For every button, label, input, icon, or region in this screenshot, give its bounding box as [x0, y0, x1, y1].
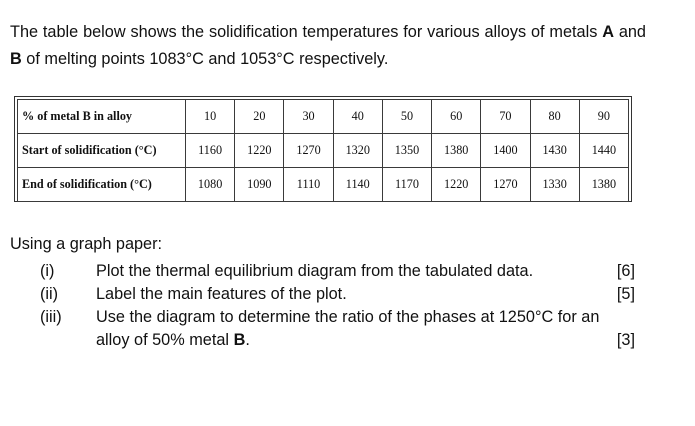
task-number: (ii)	[40, 285, 59, 303]
table-cell: 1270	[480, 167, 531, 202]
table-cell: 90	[578, 99, 630, 134]
task-marks: [5]	[616, 285, 635, 303]
table-cell: 20	[234, 99, 285, 134]
table-cell: 1330	[529, 167, 580, 202]
intro-text-2: and	[613, 23, 646, 41]
table-cell: 1090	[234, 167, 285, 202]
table-cell: 1080	[184, 167, 236, 202]
table-cell: 70	[480, 99, 531, 134]
table-cell: 1140	[332, 167, 383, 202]
row-label: % of metal B in alloy	[17, 99, 186, 134]
table-cell: 80	[529, 99, 580, 134]
table-cell: 1440	[578, 133, 630, 168]
task-text: Use the diagram to determine the ratio o…	[96, 308, 600, 326]
table-cell: 1270	[283, 133, 334, 168]
task-text-cont: alloy of 50% metal	[96, 331, 234, 349]
table-cell: 1400	[480, 133, 531, 168]
task-intro: Using a graph paper:	[10, 235, 163, 253]
task-number: (i)	[40, 262, 55, 280]
intro-paragraph: The table below shows the solidification…	[10, 19, 646, 73]
table-cell: 60	[431, 99, 482, 134]
table-row: % of metal B in alloy 10 20 30 40 50 60 70 80 90	[17, 99, 630, 134]
task-text-continuation: alloy of 50% metal B.	[96, 329, 250, 352]
task-text: Label the main features of the plot.	[96, 285, 347, 303]
intro-text-1: The table below shows the solidification…	[10, 23, 603, 41]
table-cell: 1380	[431, 133, 482, 168]
table-cell: 1380	[578, 167, 630, 202]
intro-text-3: of melting points 1083°C and 1053°C resp…	[21, 50, 389, 68]
row-label: Start of solidification (°C)	[17, 133, 186, 168]
table-cell: 1220	[234, 133, 285, 168]
row-label: End of solidification (°C)	[17, 167, 186, 202]
task-text-cont-end: .	[245, 331, 250, 349]
table-cell: 40	[332, 99, 383, 134]
metal-b-ref: B	[233, 331, 246, 349]
table-row: Start of solidification (°C) 1160 1220 1270…	[17, 133, 630, 168]
alloy-table-frame: % of metal B in alloy 10 20 30 40 50 60 70 80 90 S…	[14, 96, 632, 202]
task-item-ii: (ii) Label the main features of the plot…	[0, 283, 695, 306]
table-cell: 1430	[529, 133, 580, 168]
table-cell: 10	[184, 99, 236, 134]
table-cell: 30	[283, 99, 334, 134]
table-cell: 50	[381, 99, 433, 134]
task-text: Plot the thermal equilibrium diagram fro…	[96, 262, 534, 280]
metal-a-label: A	[602, 23, 614, 41]
metal-b-label: B	[10, 50, 22, 68]
alloy-table: % of metal B in alloy 10 20 30 40 50 60 70 80 90 S…	[17, 99, 630, 202]
task-list: (i) Plot the thermal equilibrium diagram…	[0, 260, 695, 352]
task-marks: [3]	[616, 331, 635, 349]
task-number: (iii)	[40, 308, 62, 326]
table-cell: 1160	[184, 133, 236, 168]
table-cell: 1110	[283, 167, 334, 202]
task-item-iii: (iii) Use the diagram to determine the r…	[0, 306, 695, 352]
task-marks: [6]	[616, 262, 635, 280]
table-row: End of solidification (°C) 1080 1090 1110 11…	[17, 167, 630, 202]
task-item-i: (i) Plot the thermal equilibrium diagram…	[0, 260, 695, 283]
table-cell: 1350	[381, 133, 433, 168]
table-cell: 1220	[431, 167, 482, 202]
table-cell: 1320	[332, 133, 383, 168]
table-cell: 1170	[381, 167, 433, 202]
